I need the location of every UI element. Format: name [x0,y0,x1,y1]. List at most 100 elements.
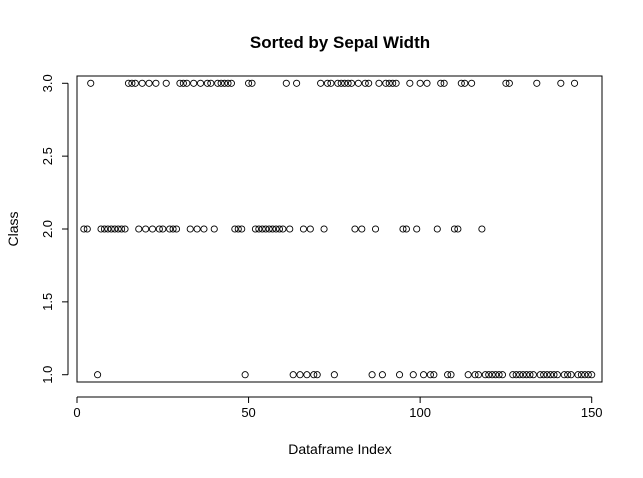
data-point [413,225,421,233]
data-point [430,371,438,379]
plot-frame [76,75,603,383]
y-tick-label: 2.5 [40,147,55,165]
data-point [347,79,356,87]
data-point [262,225,270,233]
data-point [94,371,102,379]
data-point [114,225,122,233]
data-point [368,371,376,379]
data-point [406,79,414,87]
data-point [313,371,321,379]
data-point [220,79,229,87]
x-tick-label: 0 [73,405,80,420]
data-point [420,371,428,379]
data-point [550,371,558,379]
data-point [80,225,88,233]
data-point [169,225,177,233]
data-point [162,79,170,87]
y-tick-label: 2.0 [40,220,55,238]
data-point [571,79,579,87]
data-point [303,371,311,379]
data-point [87,79,95,87]
data-point [526,371,534,379]
data-point [474,371,483,379]
data-point [203,79,211,87]
data-point [210,225,218,233]
data-point [574,371,582,379]
data-point [124,79,133,87]
x-axis: 0 50 100 150 [73,396,603,420]
data-point [100,225,108,233]
data-point [296,371,304,379]
data-point [502,79,510,87]
data-point [341,79,349,87]
data-point [495,371,503,379]
data-point [416,79,424,87]
data-point [286,225,294,233]
data-point [111,225,119,233]
data-point [227,79,235,87]
data-point [275,225,284,233]
data-point [409,371,417,379]
data-point [423,79,431,87]
data-point [255,225,263,233]
data-point [389,79,397,87]
data-point [207,79,215,87]
data-point [450,225,459,233]
data-point [437,79,445,87]
data-point [485,371,493,379]
data-point [471,371,479,379]
data-point [529,371,537,379]
data-point [145,79,153,87]
data-point [478,225,486,233]
data-point [107,225,115,233]
data-point [155,225,163,233]
data-point [546,371,555,379]
data-point [361,79,369,87]
y-tick-label: 1.5 [40,293,55,311]
data-point [358,225,366,233]
data-point [540,371,548,379]
data-point [581,371,589,379]
data-point [282,79,290,87]
data-point [186,225,194,233]
data-point [258,225,266,233]
data-point [344,79,352,87]
x-tick-label: 150 [581,405,603,420]
data-point [172,225,181,233]
data-point [135,225,143,233]
data-point [334,79,342,87]
data-point [289,371,297,379]
data-point [557,79,565,87]
y-tick-label: 1.0 [40,366,55,384]
data-point [166,225,174,233]
data-point [385,79,393,87]
data-point [128,79,136,87]
data-point [179,79,187,87]
data-point [468,79,476,87]
data-point [272,225,280,233]
data-point [193,225,201,233]
data-point [402,225,410,233]
data-point [337,79,345,87]
y-axis: 1.0 1.5 2.0 2.5 3.0 [40,74,69,384]
data-point [330,371,338,379]
data-point [567,371,575,379]
data-point [553,371,561,379]
data-point [323,79,332,87]
data-point [217,79,225,87]
data-point [327,79,335,87]
data-point [543,371,551,379]
data-point [265,225,273,233]
data-point [444,371,452,379]
data-point [371,225,380,233]
data-point [512,371,520,379]
data-point [118,225,126,233]
data-point [152,79,160,87]
y-axis-label: Class [5,211,21,246]
data-point [498,371,507,379]
data-point [509,371,517,379]
data-point [231,225,239,233]
data-point [224,79,232,87]
